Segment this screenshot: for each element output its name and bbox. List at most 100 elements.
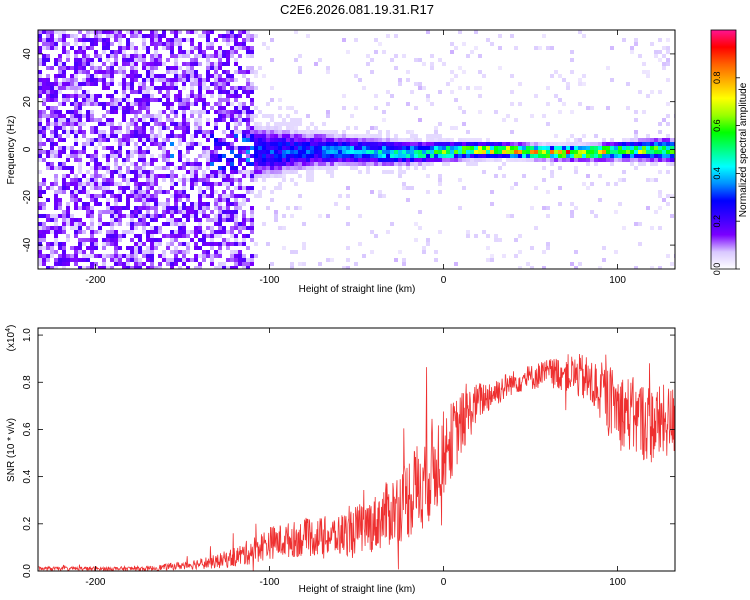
- heatmap-cell: [218, 142, 222, 146]
- heatmap-cell: [90, 210, 94, 214]
- heatmap-cell: [78, 102, 82, 106]
- heatmap-cell: [102, 134, 106, 138]
- heatmap-cell: [346, 194, 350, 198]
- heatmap-cell: [138, 198, 142, 202]
- heatmap-cell: [138, 74, 142, 78]
- heatmap-cell: [42, 86, 46, 90]
- heatmap-cell: [126, 206, 130, 210]
- heatmap-cell: [234, 118, 238, 122]
- heatmap-cell: [42, 190, 46, 194]
- heatmap-cell: [502, 162, 506, 166]
- heatmap-cell: [170, 174, 174, 178]
- heatmap-cell: [206, 70, 210, 74]
- heatmap-cell: [198, 238, 202, 242]
- heatmap-cell: [274, 170, 278, 174]
- heatmap-cell: [498, 166, 502, 170]
- heatmap-cell: [138, 30, 142, 34]
- heatmap-cell: [90, 30, 94, 34]
- heatmap-cell: [274, 162, 278, 166]
- heatmap-cell: [198, 114, 202, 118]
- heatmap-cell: [134, 110, 138, 114]
- heatmap-cell: [182, 258, 186, 262]
- heatmap-cell: [78, 166, 82, 170]
- heatmap-cell: [254, 130, 258, 134]
- heatmap-cell: [402, 138, 406, 142]
- heatmap-cell: [102, 102, 106, 106]
- heatmap-cell: [70, 198, 74, 202]
- heatmap-cell: [642, 146, 646, 150]
- heatmap-cell: [370, 154, 374, 158]
- heatmap-cell: [138, 242, 142, 246]
- heatmap-cell: [310, 150, 314, 154]
- heatmap-cell: [178, 98, 182, 102]
- heatmap-cell: [142, 250, 146, 254]
- heatmap-cell: [182, 78, 186, 82]
- heatmap-cell: [186, 122, 190, 126]
- heatmap-cell: [174, 74, 178, 78]
- heatmap-cell: [90, 82, 94, 86]
- heatmap-cell: [206, 154, 210, 158]
- heatmap-cell: [266, 126, 270, 130]
- heatmap-cell: [610, 162, 614, 166]
- heatmap-cell: [650, 162, 654, 166]
- heatmap-cell: [430, 54, 434, 58]
- heatmap-cell: [418, 58, 422, 62]
- heatmap-cell: [218, 50, 222, 54]
- heatmap-cell: [70, 74, 74, 78]
- heatmap-cell: [206, 134, 210, 138]
- heatmap-cell: [242, 218, 246, 222]
- heatmap-cell: [178, 198, 182, 202]
- heatmap-cell: [654, 142, 658, 146]
- heatmap-cell: [390, 94, 394, 98]
- heatmap-cell: [186, 234, 190, 238]
- heatmap-cell: [114, 98, 118, 102]
- heatmap-cell: [298, 118, 302, 122]
- heatmap-cell: [202, 170, 206, 174]
- heatmap-cell: [514, 182, 518, 186]
- heatmap-cell: [526, 158, 530, 162]
- heatmap-cell: [242, 106, 246, 110]
- heatmap-cell: [106, 242, 110, 246]
- heatmap-cell: [130, 90, 134, 94]
- heatmap-cell: [482, 74, 486, 78]
- heatmap-cell: [38, 126, 42, 130]
- heatmap-cell: [274, 126, 278, 130]
- heatmap-cell: [162, 78, 166, 82]
- heatmap-cell: [38, 122, 42, 126]
- heatmap-cell: [134, 114, 138, 118]
- heatmap-cell: [234, 126, 238, 130]
- heatmap-cell: [158, 98, 162, 102]
- heatmap-cell: [398, 162, 402, 166]
- heatmap-cell: [282, 150, 286, 154]
- heatmap-cell: [134, 174, 138, 178]
- heatmap-cell: [266, 154, 270, 158]
- heatmap-cell: [578, 158, 582, 162]
- heatmap-cell: [90, 222, 94, 226]
- heatmap-cell: [38, 202, 42, 206]
- heatmap-cell: [146, 86, 150, 90]
- heatmap-cell: [190, 170, 194, 174]
- heatmap-cell: [154, 202, 158, 206]
- heatmap-cell: [174, 42, 178, 46]
- heatmap-cell: [126, 134, 130, 138]
- heatmap-cell: [134, 58, 138, 62]
- heatmap-cell: [434, 258, 438, 262]
- heatmap-cell: [166, 66, 170, 70]
- heatmap-cell: [154, 190, 158, 194]
- heatmap-cell: [150, 198, 154, 202]
- heatmap-cell: [366, 162, 370, 166]
- heatmap-cell: [646, 94, 650, 98]
- heatmap-cell: [162, 150, 166, 154]
- heatmap-cell: [158, 226, 162, 230]
- snr-y-ticks: 0.00.20.40.60.81.0: [22, 328, 675, 578]
- heatmap-cell: [322, 130, 326, 134]
- heatmap-cell: [114, 90, 118, 94]
- heatmap-cell: [494, 158, 498, 162]
- heatmap-cell: [142, 166, 146, 170]
- heatmap-cell: [550, 46, 554, 50]
- heatmap-cell: [258, 162, 262, 166]
- heatmap-cell: [278, 186, 282, 190]
- heatmap-cell: [114, 138, 118, 142]
- heatmap-cell: [146, 198, 150, 202]
- heatmap-cell: [278, 150, 282, 154]
